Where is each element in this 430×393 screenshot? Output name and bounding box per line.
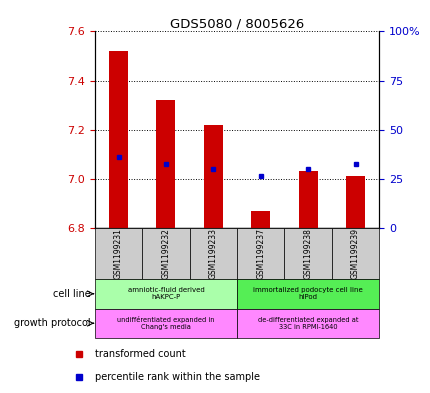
Bar xyxy=(298,171,317,228)
Bar xyxy=(109,51,128,228)
Bar xyxy=(237,279,378,309)
Bar xyxy=(331,228,378,279)
Bar xyxy=(237,228,284,279)
Bar xyxy=(284,228,331,279)
Text: GSM1199238: GSM1199238 xyxy=(303,228,312,279)
Bar xyxy=(189,228,236,279)
Text: GSM1199237: GSM1199237 xyxy=(256,228,264,279)
Bar xyxy=(142,228,189,279)
Text: undifférentiated expanded in
Chang's media: undifférentiated expanded in Chang's med… xyxy=(117,316,214,330)
Title: GDS5080 / 8005626: GDS5080 / 8005626 xyxy=(169,17,304,30)
Text: GSM1199239: GSM1199239 xyxy=(350,228,359,279)
Text: transformed count: transformed count xyxy=(95,349,185,359)
Text: de-differentiated expanded at
33C in RPMI-1640: de-differentiated expanded at 33C in RPM… xyxy=(257,317,358,330)
Text: percentile rank within the sample: percentile rank within the sample xyxy=(95,372,259,382)
Text: cell line: cell line xyxy=(52,289,90,299)
Text: amniotic-fluid derived
hAKPC-P: amniotic-fluid derived hAKPC-P xyxy=(127,287,204,300)
Text: GSM1199232: GSM1199232 xyxy=(161,228,170,279)
Bar xyxy=(95,279,237,309)
Text: immortalized podocyte cell line
hIPod: immortalized podocyte cell line hIPod xyxy=(253,287,362,300)
Bar xyxy=(345,176,364,228)
Bar xyxy=(156,100,175,228)
Bar xyxy=(95,309,237,338)
Text: GSM1199233: GSM1199233 xyxy=(209,228,217,279)
Text: growth protocol: growth protocol xyxy=(14,318,90,328)
Bar xyxy=(251,211,270,228)
Text: GSM1199231: GSM1199231 xyxy=(114,228,123,279)
Bar xyxy=(203,125,222,228)
Bar xyxy=(237,309,378,338)
Bar xyxy=(95,228,142,279)
